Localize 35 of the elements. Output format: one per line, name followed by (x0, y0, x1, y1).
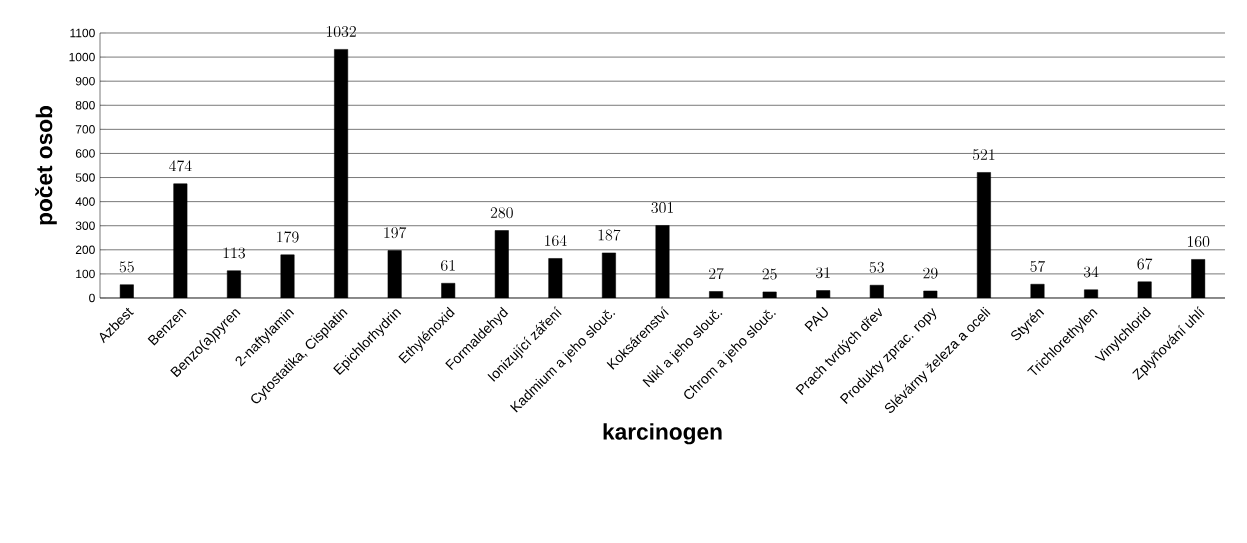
data-label: 280 (490, 207, 513, 219)
data-label: 34 (1083, 266, 1099, 278)
data-label: 179 (277, 231, 299, 243)
data-label: 53 (869, 261, 884, 273)
x-axis-title: karcinogen (603, 423, 722, 445)
data-label: 521 (972, 149, 995, 161)
y-tick-label: 1000 (69, 52, 95, 62)
y-tick-label: 1100 (70, 28, 95, 38)
y-tick-label: 800 (75, 101, 95, 110)
y-tick-label: 700 (75, 125, 95, 134)
y-tick-label: 300 (75, 221, 95, 230)
data-label: 31 (816, 267, 830, 279)
data-label: 301 (651, 202, 673, 214)
data-label: 197 (384, 227, 407, 239)
data-label: 1032 (326, 26, 356, 37)
data-label: 27 (709, 267, 724, 280)
data-label: 164 (545, 234, 567, 247)
y-tick-label: 100 (76, 269, 95, 279)
data-label: 113 (223, 247, 246, 259)
data-label: 474 (169, 160, 192, 172)
y-tick-label: 400 (75, 197, 95, 206)
data-label: 67 (1137, 258, 1153, 270)
data-label: 29 (923, 267, 938, 279)
data-label: 160 (1187, 236, 1210, 248)
data-label: 55 (119, 261, 134, 273)
y-tick-label: 0 (89, 293, 95, 303)
y-tick-label: 200 (75, 245, 95, 255)
data-label: 61 (441, 259, 455, 271)
data-label: 57 (1030, 260, 1046, 272)
y-axis-title: počet osob (35, 105, 57, 225)
y-tick-label: 900 (75, 76, 95, 86)
data-label: 25 (762, 268, 777, 280)
y-tick-label: 500 (75, 173, 95, 182)
data-label: 187 (598, 229, 621, 241)
y-tick-label: 600 (75, 149, 95, 158)
